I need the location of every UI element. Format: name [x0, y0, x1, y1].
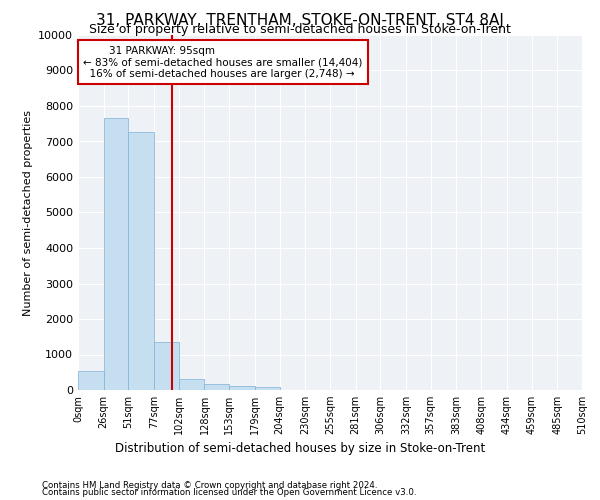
- Bar: [179, 379, 205, 390]
- Bar: [154, 342, 179, 390]
- Y-axis label: Number of semi-detached properties: Number of semi-detached properties: [23, 110, 32, 316]
- Text: Contains public sector information licensed under the Open Government Licence v3: Contains public sector information licen…: [42, 488, 416, 497]
- Bar: [104, 118, 128, 390]
- Text: Contains HM Land Registry data © Crown copyright and database right 2024.: Contains HM Land Registry data © Crown c…: [42, 480, 377, 490]
- Bar: [128, 132, 154, 390]
- Text: Size of property relative to semi-detached houses in Stoke-on-Trent: Size of property relative to semi-detach…: [89, 22, 511, 36]
- Bar: [229, 386, 255, 390]
- Bar: [255, 387, 280, 390]
- Text: 31, PARKWAY, TRENTHAM, STOKE-ON-TRENT, ST4 8AJ: 31, PARKWAY, TRENTHAM, STOKE-ON-TRENT, S…: [96, 12, 504, 28]
- Text: Distribution of semi-detached houses by size in Stoke-on-Trent: Distribution of semi-detached houses by …: [115, 442, 485, 455]
- Bar: [78, 371, 104, 390]
- Text: 31 PARKWAY: 95sqm
← 83% of semi-detached houses are smaller (14,404)
  16% of se: 31 PARKWAY: 95sqm ← 83% of semi-detached…: [83, 46, 362, 79]
- Bar: [205, 384, 229, 390]
